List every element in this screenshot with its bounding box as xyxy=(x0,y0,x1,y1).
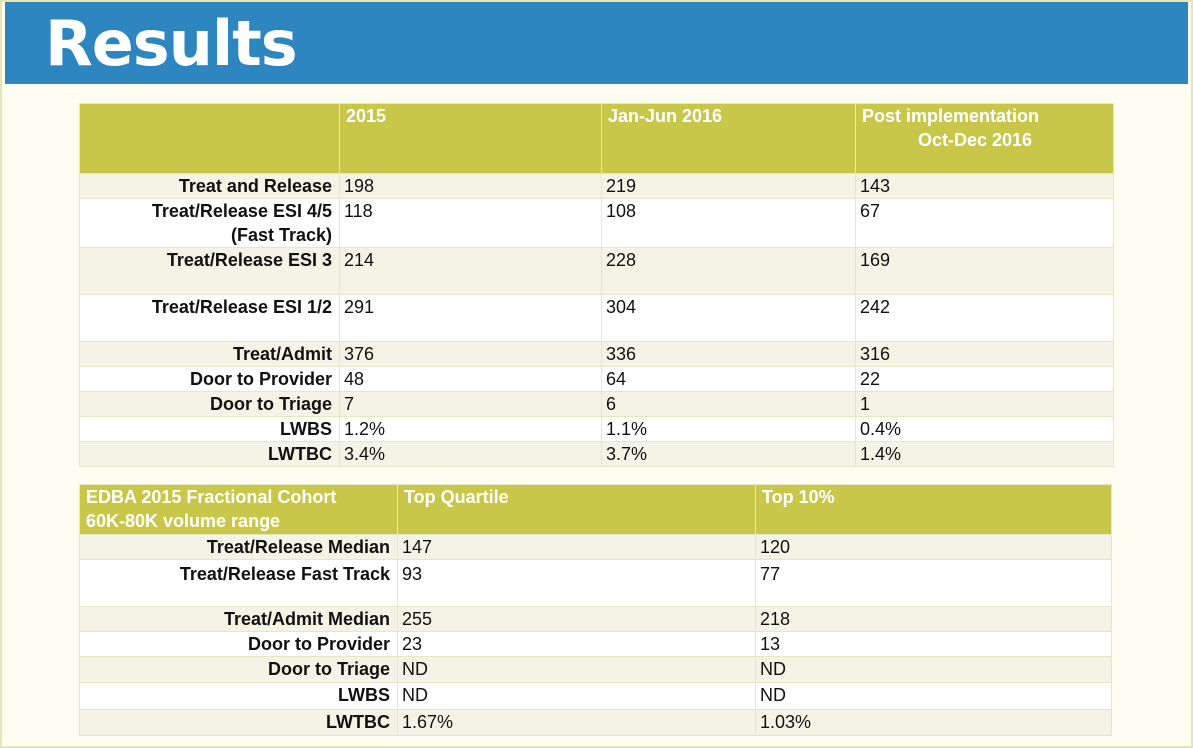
cell-value: 67 xyxy=(855,198,1114,248)
cell-value: 147 xyxy=(397,534,756,560)
header-top-quartile: Top Quartile xyxy=(397,484,756,535)
header-edba-cohort: EDBA 2015 Fractional Cohort 60K-80K volu… xyxy=(79,484,398,535)
title-bar: Results xyxy=(5,2,1188,84)
row-label: LWBS xyxy=(79,682,398,710)
row-label: Door to Provider xyxy=(79,631,398,657)
row-label: Treat/Release ESI 4/5 (Fast Track) xyxy=(79,198,340,248)
cell-value: 13 xyxy=(755,631,1112,657)
cell-value: 255 xyxy=(397,606,756,632)
cell-value: 0.4% xyxy=(855,416,1114,442)
table-row: Door to Provider 23 13 xyxy=(79,631,1112,657)
table-row: LWTBC 3.4% 3.7% 1.4% xyxy=(79,441,1114,467)
cell-value: ND xyxy=(397,682,756,710)
table-row: LWTBC 1.67% 1.03% xyxy=(79,709,1112,736)
table-row: Treat and Release 198 219 143 xyxy=(79,173,1114,199)
table-row: Treat/Admit 376 336 316 xyxy=(79,341,1114,367)
cell-value: 169 xyxy=(855,247,1114,295)
cell-value: 242 xyxy=(855,294,1114,342)
header-empty-cell xyxy=(79,103,340,174)
row-label: Treat/Release ESI 3 xyxy=(79,247,340,295)
cell-value: 1 xyxy=(855,391,1114,417)
row-label: Treat/Release Median xyxy=(79,534,398,560)
cell-value: 22 xyxy=(855,366,1114,392)
row-label: LWBS xyxy=(79,416,340,442)
cell-value: 7 xyxy=(339,391,602,417)
cell-value: 376 xyxy=(339,341,602,367)
cell-value: 218 xyxy=(755,606,1112,632)
cell-value: 143 xyxy=(855,173,1114,199)
cell-value: 198 xyxy=(339,173,602,199)
table-row: Door to Provider 48 64 22 xyxy=(79,366,1114,392)
cell-value: 214 xyxy=(339,247,602,295)
header-jan-jun-2016: Jan-Jun 2016 xyxy=(601,103,856,174)
header-top-10: Top 10% xyxy=(755,484,1112,535)
cell-value: 228 xyxy=(601,247,856,295)
cell-value: 64 xyxy=(601,366,856,392)
table-header-row: 2015 Jan-Jun 2016 Post implementation Oc… xyxy=(79,103,1114,174)
cell-value: 23 xyxy=(397,631,756,657)
table-row: LWBS 1.2% 1.1% 0.4% xyxy=(79,416,1114,442)
table-row: Treat/Release Median 147 120 xyxy=(79,534,1112,560)
cell-value: ND xyxy=(397,656,756,683)
table-row: Treat/Release ESI 1/2 291 304 242 xyxy=(79,294,1114,342)
row-label: Door to Provider xyxy=(79,366,340,392)
row-label: LWTBC xyxy=(79,709,398,736)
cell-value: 1.4% xyxy=(855,441,1114,467)
cell-value: 3.7% xyxy=(601,441,856,467)
table-row: Treat/Release ESI 4/5 (Fast Track) 118 1… xyxy=(79,198,1114,248)
cell-value: 48 xyxy=(339,366,602,392)
cell-value: 3.4% xyxy=(339,441,602,467)
table-row: Treat/Release ESI 3 214 228 169 xyxy=(79,247,1114,295)
cell-value: 118 xyxy=(339,198,602,248)
header-2015: 2015 xyxy=(339,103,602,174)
row-label: Door to Triage xyxy=(79,391,340,417)
table-header-row: EDBA 2015 Fractional Cohort 60K-80K volu… xyxy=(79,484,1112,535)
cell-value: 219 xyxy=(601,173,856,199)
slide-title: Results xyxy=(45,7,298,80)
table-row: Treat/Admit Median 255 218 xyxy=(79,606,1112,632)
row-label: Treat/Admit Median xyxy=(79,606,398,632)
cell-value: 316 xyxy=(855,341,1114,367)
table-row: Door to Triage ND ND xyxy=(79,656,1112,683)
cell-value: 1.03% xyxy=(755,709,1112,736)
table-row: LWBS ND ND xyxy=(79,682,1112,710)
row-label: Treat/Release Fast Track xyxy=(79,559,398,607)
benchmark-table: EDBA 2015 Fractional Cohort 60K-80K volu… xyxy=(79,484,1112,736)
cell-value: 93 xyxy=(397,559,756,607)
row-label: Door to Triage xyxy=(79,656,398,683)
cell-value: 304 xyxy=(601,294,856,342)
cell-value: ND xyxy=(755,656,1112,683)
row-label: LWTBC xyxy=(79,441,340,467)
row-label: Treat/Release ESI 1/2 xyxy=(79,294,340,342)
row-label: Treat/Admit xyxy=(79,341,340,367)
cell-value: 77 xyxy=(755,559,1112,607)
cell-value: 1.1% xyxy=(601,416,856,442)
cell-value: 108 xyxy=(601,198,856,248)
cell-value: 1.67% xyxy=(397,709,756,736)
results-table: 2015 Jan-Jun 2016 Post implementation Oc… xyxy=(79,103,1114,467)
table-row: Treat/Release Fast Track 93 77 xyxy=(79,559,1112,607)
cell-value: 120 xyxy=(755,534,1112,560)
header-post-implementation: Post implementation Oct-Dec 2016 xyxy=(855,103,1114,174)
table-row: Door to Triage 7 6 1 xyxy=(79,391,1114,417)
row-label: Treat and Release xyxy=(79,173,340,199)
cell-value: 336 xyxy=(601,341,856,367)
cell-value: 1.2% xyxy=(339,416,602,442)
cell-value: 6 xyxy=(601,391,856,417)
cell-value: ND xyxy=(755,682,1112,710)
cell-value: 291 xyxy=(339,294,602,342)
